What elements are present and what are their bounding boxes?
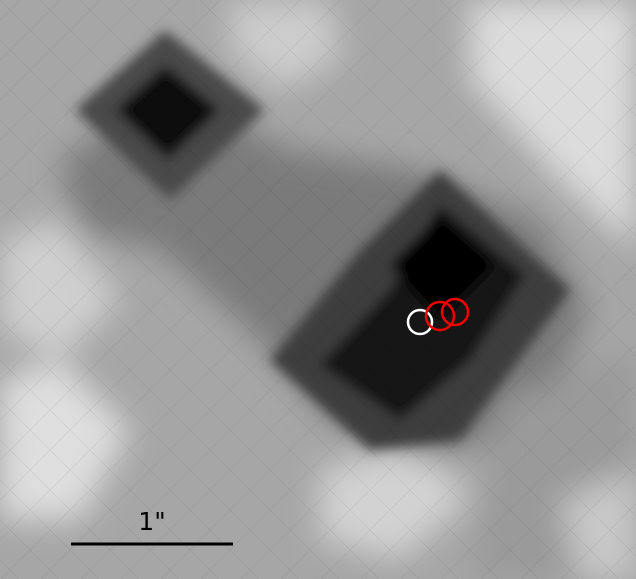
light-region-top-center bbox=[230, 0, 340, 90]
red-marker-1 bbox=[424, 300, 456, 332]
white-marker bbox=[406, 308, 434, 336]
light-region-lower-left bbox=[0, 360, 130, 520]
red-marker-2 bbox=[440, 297, 470, 327]
light-region-lower-middle bbox=[320, 440, 470, 560]
light-region-bottom-right bbox=[560, 470, 636, 579]
main-source-core bbox=[390, 215, 495, 320]
light-region-upper-right bbox=[470, 0, 636, 250]
light-region-left-middle bbox=[0, 220, 120, 360]
upper-source-core bbox=[115, 65, 220, 160]
scale-bar-label: 1" bbox=[138, 507, 166, 536]
